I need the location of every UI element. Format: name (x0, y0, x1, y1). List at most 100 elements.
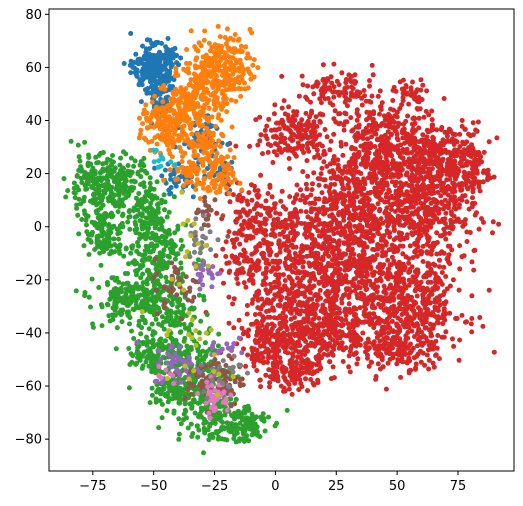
data-point (346, 243, 352, 249)
data-point (446, 184, 452, 190)
data-point (362, 256, 368, 262)
data-point (281, 98, 287, 104)
data-point (241, 269, 246, 275)
data-point (421, 114, 427, 120)
data-point (420, 293, 426, 298)
data-point (117, 242, 123, 248)
data-point (90, 321, 96, 327)
data-point (390, 328, 396, 334)
data-point (434, 315, 440, 321)
data-point (279, 73, 285, 79)
data-point (447, 128, 453, 134)
data-point (132, 158, 138, 164)
data-point (414, 170, 420, 176)
data-point (105, 171, 111, 177)
data-point (428, 186, 434, 191)
data-point (418, 200, 424, 206)
data-point (394, 114, 400, 120)
data-point (378, 216, 384, 222)
data-point (358, 143, 364, 149)
data-point (478, 154, 484, 160)
data-point (361, 319, 367, 325)
data-point (255, 188, 261, 194)
data-point (419, 329, 424, 335)
data-point (385, 136, 391, 141)
data-point (400, 359, 406, 365)
data-point (416, 165, 422, 171)
data-point (103, 160, 109, 166)
data-point (255, 258, 261, 264)
data-point (172, 256, 178, 262)
data-point (226, 270, 232, 275)
data-point (287, 276, 293, 281)
data-point (245, 201, 251, 207)
data-point (378, 104, 383, 110)
data-point (377, 111, 382, 117)
data-point (294, 310, 300, 316)
data-point (367, 110, 373, 116)
data-point (410, 204, 416, 210)
data-point (164, 214, 170, 220)
data-point (141, 220, 147, 225)
data-point (361, 147, 367, 153)
data-point (71, 180, 77, 186)
data-point (295, 326, 301, 332)
data-point (248, 321, 254, 327)
data-point (362, 181, 368, 187)
data-point (450, 277, 456, 283)
data-point (283, 285, 289, 291)
data-point (393, 200, 399, 206)
data-point (97, 250, 103, 256)
data-point (299, 359, 305, 364)
data-point (286, 104, 292, 110)
data-point (107, 251, 113, 257)
data-point (434, 127, 440, 133)
data-point (271, 259, 277, 265)
data-point (133, 272, 139, 278)
data-point (383, 194, 389, 200)
data-point (477, 188, 483, 194)
data-point (433, 241, 439, 247)
data-point (270, 227, 276, 233)
data-point (287, 296, 293, 302)
data-point (331, 154, 337, 159)
data-point (260, 355, 266, 360)
data-point (310, 321, 315, 327)
data-point (277, 326, 283, 332)
data-point (324, 322, 330, 328)
data-point (399, 306, 405, 312)
data-point (406, 370, 412, 376)
data-point (255, 142, 261, 148)
data-point (372, 345, 378, 351)
data-point (420, 321, 426, 327)
data-point (418, 215, 424, 221)
data-point (366, 145, 372, 151)
data-point (178, 260, 184, 266)
data-point (381, 297, 387, 303)
data-point (162, 207, 167, 213)
data-point (249, 224, 254, 230)
data-point (363, 269, 369, 275)
data-point (271, 323, 277, 329)
data-point (331, 169, 337, 175)
data-point (303, 376, 308, 382)
data-point (94, 225, 100, 230)
data-point (428, 312, 434, 318)
data-point (109, 185, 115, 190)
data-point (300, 82, 306, 88)
data-point (388, 174, 393, 180)
data-point (412, 300, 418, 305)
data-point (342, 86, 348, 91)
data-point (240, 207, 246, 213)
data-point (290, 326, 296, 332)
data-point (107, 318, 113, 324)
data-point (116, 204, 122, 210)
data-point (415, 178, 421, 184)
data-point (236, 192, 242, 198)
data-point (423, 191, 429, 197)
data-point (361, 88, 367, 93)
data-point (421, 177, 427, 183)
data-point (252, 312, 258, 317)
data-point (438, 140, 444, 146)
data-point (459, 312, 465, 318)
